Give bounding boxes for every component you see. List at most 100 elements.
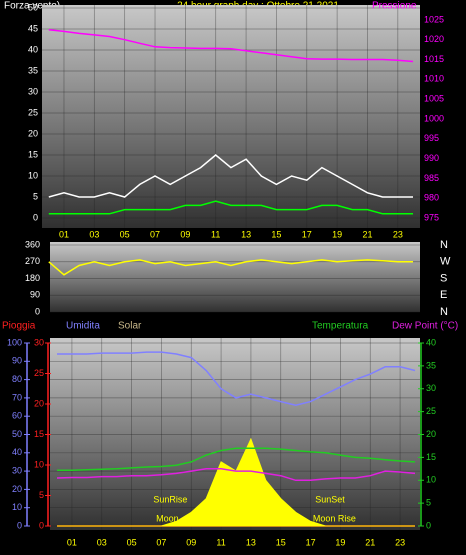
x-tick-label: 19 — [335, 537, 345, 547]
y2-tick-label: N — [440, 239, 448, 251]
y-tick-label: 90 — [30, 290, 40, 300]
y-tick-label: 30 — [28, 86, 38, 96]
y-tick-label: 20 — [12, 484, 22, 494]
y-tick-label: 60 — [12, 411, 22, 421]
x-tick-label: 07 — [156, 537, 166, 547]
series-line — [48, 154, 413, 198]
y-tick-label: 50 — [12, 429, 22, 439]
x-tick-label: 21 — [362, 229, 372, 239]
y-tick-label: 360 — [25, 239, 40, 249]
y-tick-label: 5 — [33, 191, 38, 201]
y2-tick-label: W — [440, 256, 451, 268]
y3-tick-label: 0 — [39, 520, 44, 530]
annotation: Moon — [156, 514, 179, 524]
y-tick-label: 0 — [17, 520, 22, 530]
x-tick-label: 13 — [246, 537, 256, 547]
series-label: Temperatura — [312, 321, 369, 332]
y-tick-label: 270 — [25, 256, 40, 266]
series-line — [48, 29, 414, 63]
x-tick-label: 23 — [393, 229, 403, 239]
y-tick-label: 10 — [12, 502, 22, 512]
y-tick-label: 25 — [28, 107, 38, 117]
x-tick-label: 19 — [332, 229, 342, 239]
y3-tick-label: 10 — [34, 459, 44, 469]
series-line — [57, 351, 416, 406]
series-line — [48, 259, 413, 276]
series-line — [57, 447, 416, 471]
annotation: Moon Rise — [313, 514, 356, 524]
y-tick-label: 30 — [12, 465, 22, 475]
x-tick-label: 11 — [216, 537, 225, 547]
y2-tick-label: 1025 — [424, 14, 444, 24]
x-tick-label: 23 — [395, 537, 405, 547]
x-tick-label: 17 — [306, 537, 316, 547]
series-label: Dew Point (°C) — [392, 321, 458, 332]
x-tick-label: 09 — [186, 537, 196, 547]
y-tick-label: 0 — [33, 212, 38, 222]
y2-tick-label: 1020 — [424, 34, 444, 44]
y2-tick-label: 1000 — [424, 113, 444, 123]
y2-tick-label: 5 — [426, 498, 431, 508]
y-tick-label: 10 — [28, 170, 38, 180]
y2-tick-label: 0 — [426, 520, 431, 530]
x-tick-label: 07 — [150, 229, 160, 239]
y2-tick-label: 980 — [424, 193, 439, 203]
y-tick-label: 40 — [28, 44, 38, 54]
y-tick-label: 35 — [28, 65, 38, 75]
y2-tick-label: 990 — [424, 153, 439, 163]
series-line — [56, 468, 416, 482]
series-label: Solar — [118, 321, 142, 332]
y2-tick-label: 975 — [424, 212, 439, 222]
y2-tick-label: 1005 — [424, 94, 444, 104]
series-label: Pressione — [372, 1, 417, 12]
x-tick-label: 15 — [271, 229, 281, 239]
y2-tick-label: 985 — [424, 173, 439, 183]
y2-tick-label: 30 — [426, 383, 436, 393]
y3-tick-label: 15 — [34, 429, 44, 439]
y-tick-label: 50 — [28, 2, 38, 12]
y2-tick-label: N — [440, 306, 448, 318]
series-label: Umidita — [66, 321, 100, 332]
x-tick-label: 03 — [97, 537, 107, 547]
y2-tick-label: 1015 — [424, 54, 444, 64]
annotation: SunSet — [315, 494, 345, 504]
x-tick-label: 09 — [180, 229, 190, 239]
x-tick-label: 21 — [365, 537, 375, 547]
y-tick-label: 40 — [12, 447, 22, 457]
y-tick-label: 20 — [28, 128, 38, 138]
x-tick-label: 05 — [120, 229, 130, 239]
plot-background — [42, 5, 420, 228]
y-tick-label: 70 — [12, 392, 22, 402]
y2-tick-label: 10 — [426, 475, 436, 485]
y2-tick-label: 20 — [426, 429, 436, 439]
y3-tick-label: 20 — [34, 398, 44, 408]
y2-tick-label: 15 — [426, 452, 436, 462]
y3-tick-label: 5 — [39, 490, 44, 500]
y2-tick-label: 995 — [424, 133, 439, 143]
y-axis-label: Forza vento) — [4, 1, 60, 12]
y2-tick-label: S — [440, 272, 447, 284]
y3-tick-label: 30 — [34, 337, 44, 347]
series-area — [57, 437, 415, 527]
series-label: Pioggia — [2, 321, 36, 332]
y-tick-label: 15 — [28, 149, 38, 159]
y2-tick-label: 40 — [426, 337, 436, 347]
y-tick-label: 0 — [35, 306, 40, 316]
y-tick-label: 180 — [25, 273, 40, 283]
y-tick-label: 90 — [12, 356, 22, 366]
plot-background — [50, 242, 420, 312]
y-tick-label: 45 — [28, 23, 38, 33]
x-tick-label: 01 — [59, 229, 69, 239]
x-tick-label: 15 — [276, 537, 286, 547]
x-tick-label: 05 — [127, 537, 137, 547]
y-tick-label: 80 — [12, 374, 22, 384]
x-tick-label: 03 — [89, 229, 99, 239]
series-line — [48, 200, 413, 215]
y3-tick-label: 25 — [34, 368, 44, 378]
y2-tick-label: E — [440, 289, 447, 301]
x-tick-label: 01 — [67, 537, 77, 547]
x-tick-label: 13 — [241, 229, 251, 239]
annotation: SunRise — [153, 494, 187, 504]
y2-tick-label: 25 — [426, 406, 436, 416]
